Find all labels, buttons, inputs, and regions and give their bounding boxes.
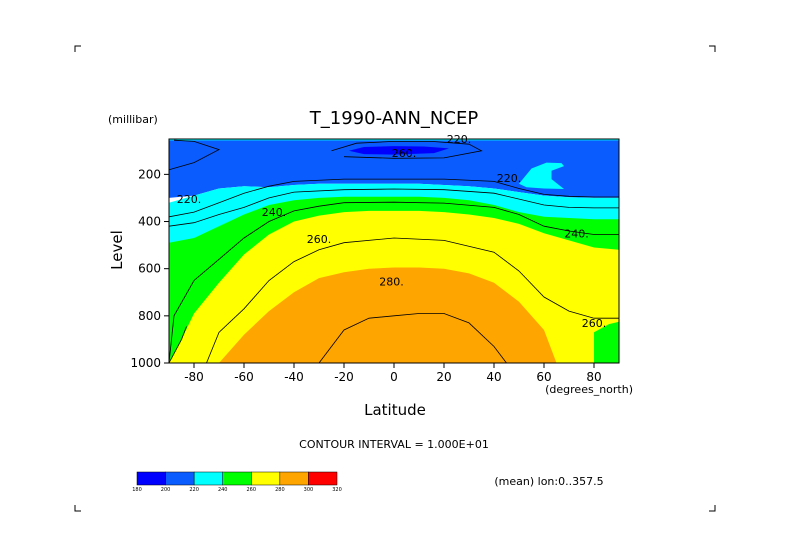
contour-label-0: 220. — [177, 193, 202, 206]
x-axis-unit: (degrees_north) — [545, 383, 633, 396]
contour-fill-region-6 — [519, 162, 564, 189]
x-tick-label-8: 80 — [586, 370, 601, 384]
x-tick-label-6: 40 — [486, 370, 501, 384]
contour-line-290-4 — [318, 313, 507, 364]
colorbar-label-3: 240 — [218, 487, 228, 493]
contour-label-3: 280. — [379, 276, 404, 289]
x-axis-ticks: -80 -60 -40 -20 0 20 40 60 80 — [184, 363, 602, 384]
contour-fill-region-8 — [349, 146, 449, 155]
crop-mark-bottom-right — [709, 505, 716, 512]
contour-label-5: 260. — [582, 317, 607, 330]
x-tick-label-7: 60 — [536, 370, 551, 384]
contour-label-7: 260. — [392, 147, 417, 160]
y-tick-label-4: 1000 — [130, 356, 161, 370]
filled-regions — [169, 139, 619, 363]
contour-line-210-6 — [168, 139, 221, 171]
contour-line-230-7 — [168, 326, 187, 364]
mean-longitude-note: (mean) lon:0..357.5 — [494, 475, 603, 488]
colorbar-swatch-1 — [165, 471, 195, 486]
x-tick-label-5: 20 — [436, 370, 451, 384]
contour-lines — [168, 139, 619, 364]
y-axis-label: Level — [108, 230, 126, 270]
contour-line-270-3 — [206, 237, 619, 364]
crop-mark-top-right — [709, 45, 716, 52]
y-tick-label-0: 200 — [138, 167, 161, 181]
contour-line-230-1 — [168, 188, 619, 227]
contour-fill-region-5 — [594, 321, 619, 363]
colorbar-label-6: 300 — [304, 487, 314, 493]
colorbar-swatch-6 — [308, 471, 338, 486]
contour-line-260-5 — [331, 140, 483, 159]
x-tick-label-2: -40 — [284, 370, 304, 384]
colorbar-label-7: 320 — [332, 487, 342, 493]
colorbar-swatch-0 — [136, 471, 166, 486]
y-axis-ticks: 200 400 600 800 1000 — [130, 167, 169, 370]
x-tick-label-4: 0 — [390, 370, 398, 384]
contour-fill-region-4 — [219, 267, 557, 363]
contour-fill-region-0 — [169, 139, 619, 198]
chart-title: T_1990-ANN_NCEP — [309, 108, 479, 129]
contour-interval-note: CONTOUR INTERVAL = 1.000E+01 — [299, 438, 489, 451]
x-tick-label-1: -60 — [234, 370, 254, 384]
colorbar-swatch-5 — [279, 471, 309, 486]
colorbar-swatch-3 — [222, 471, 252, 486]
contour-label-1: 240. — [262, 206, 287, 219]
contour-line-220-0 — [168, 178, 619, 218]
x-tick-label-0: -80 — [184, 370, 204, 384]
y-tick-label-1: 400 — [138, 215, 161, 229]
crop-marks — [74, 45, 716, 512]
contour-label-4: 240. — [564, 227, 589, 240]
colorbar-swatch-4 — [251, 471, 281, 486]
colorbar-label-4: 260 — [247, 487, 257, 493]
y-axis-unit: (millibar) — [108, 113, 158, 126]
contour-label-2: 260. — [307, 233, 332, 246]
contour-label-6: 220. — [497, 172, 522, 185]
colorbar-label-1: 200 — [161, 487, 171, 493]
colorbar-label-0: 180 — [132, 487, 142, 493]
contour-labels: 220.240.260.280.240.260.220.260.220. — [177, 133, 607, 330]
x-axis-label: Latitude — [364, 401, 426, 419]
contour-line-250-2 — [168, 201, 619, 364]
colorbar-label-2: 220 — [189, 487, 199, 493]
y-tick-label-2: 600 — [138, 262, 161, 276]
y-tick-label-3: 800 — [138, 309, 161, 323]
colorbar-label-5: 280 — [275, 487, 285, 493]
colorbar: 180 200 220 240 260 280 300 320 — [132, 471, 342, 493]
x-tick-label-3: -20 — [334, 370, 354, 384]
crop-mark-bottom-left — [74, 505, 81, 512]
crop-mark-top-left — [74, 45, 81, 52]
colorbar-swatch-2 — [193, 471, 223, 486]
